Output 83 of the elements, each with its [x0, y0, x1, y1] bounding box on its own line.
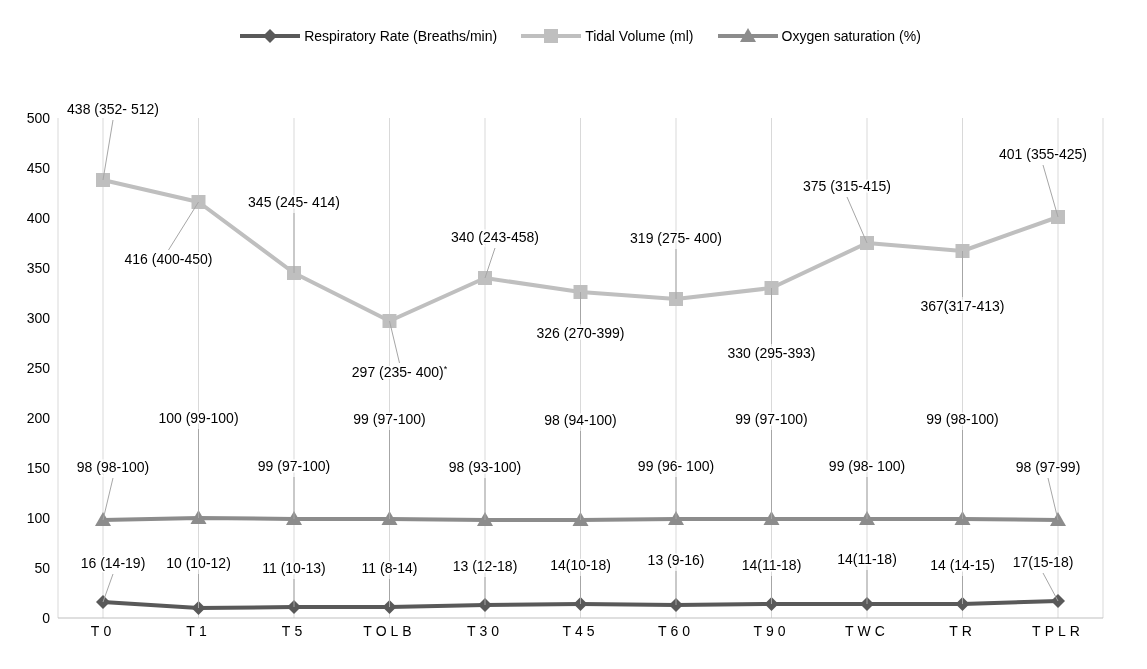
x-tick-label: T5: [281, 622, 307, 639]
data-label: 14(11-18): [741, 557, 802, 573]
point: [190, 510, 207, 524]
data-label: 330 (295-393): [727, 345, 816, 361]
point: [860, 236, 874, 250]
point: [191, 195, 206, 209]
y-tick-label: 50: [34, 559, 51, 576]
data-label: 98 (97-99): [1015, 459, 1081, 475]
y-tick-label: 250: [26, 359, 51, 376]
point: [95, 512, 111, 526]
point: [572, 512, 589, 526]
point: [1051, 210, 1065, 224]
data-label: 10 (10-12): [166, 555, 231, 571]
x-tick-label: TWC: [845, 622, 889, 639]
point: [1051, 594, 1065, 608]
point: [954, 511, 971, 525]
data-label: 16 (14-19): [80, 555, 146, 571]
point: [382, 600, 397, 614]
data-label: 319 (275- 400): [630, 230, 722, 246]
data-label: 99 (96- 100): [637, 458, 715, 474]
data-label: 99 (97-100): [353, 411, 426, 427]
data-label: 340 (243-458): [451, 229, 539, 245]
y-tick-label: 200: [26, 409, 51, 426]
point: [955, 244, 970, 258]
data-label: 98 (98-100): [76, 459, 150, 475]
point: [669, 292, 683, 306]
point: [381, 511, 398, 525]
x-tick-label: T90: [753, 622, 790, 639]
x-tick-label: T60: [657, 622, 695, 639]
point: [764, 597, 779, 611]
legend-label: Tidal Volume (ml): [584, 28, 694, 44]
data-label: 14(11-18): [837, 551, 897, 567]
data-label: 326 (270-399): [536, 325, 625, 341]
x-tick-label: TPLR: [1032, 622, 1084, 639]
point: [478, 271, 492, 285]
y-tick-label: 450: [26, 159, 51, 176]
data-label: 416 (400-450): [124, 251, 213, 267]
data-label: 401 (355-425): [999, 146, 1087, 162]
point: [96, 173, 110, 187]
data-label: 11 (10-13): [262, 560, 326, 576]
point: [287, 266, 301, 280]
data-label: 99 (97-100): [735, 411, 808, 427]
y-tick-label: 100: [26, 509, 51, 526]
legend-label: Oxygen saturation (%): [780, 28, 921, 44]
data-label: 99 (97-100): [257, 458, 331, 474]
data-label: 438 (352- 512): [67, 101, 159, 117]
data-label: 367(317-413): [920, 298, 1005, 314]
data-label: 345 (245- 414): [248, 194, 340, 210]
x-tick-label: T30: [466, 622, 504, 639]
point: [191, 601, 206, 615]
data-label: 99 (98- 100): [828, 458, 906, 474]
y-tick-label: 150: [26, 459, 51, 476]
x-tick-label: TOLB: [363, 622, 416, 639]
point: [573, 597, 588, 611]
data-label: 98 (93-100): [448, 459, 522, 475]
x-tick-label: T1: [186, 622, 211, 639]
data-label: 14 (14-15): [930, 557, 995, 573]
point: [764, 281, 779, 295]
data-label: 297 (235- 400)$^{*}$: [351, 364, 448, 380]
point: [573, 285, 588, 299]
y-tick-label: 500: [26, 109, 51, 126]
point: [382, 314, 397, 328]
y-tick-label: 300: [26, 309, 51, 326]
y-tick-label: 400: [26, 209, 51, 226]
y-tick-label: 0: [42, 609, 51, 626]
data-label: 100 (99-100): [158, 410, 239, 426]
data-label: 98 (94-100): [544, 412, 617, 428]
data-label: 14(10-18): [550, 557, 611, 573]
data-label: 17(15-18): [1012, 554, 1074, 570]
legend-label: Respiratory Rate (Breaths/min): [303, 28, 498, 44]
x-tick-label: T45: [562, 622, 599, 639]
point: [763, 511, 780, 525]
data-label: 375 (315-415): [803, 178, 891, 194]
point: [955, 597, 970, 611]
point: [1050, 512, 1066, 526]
x-tick-label: T0: [90, 622, 116, 639]
y-tick-label: 350: [26, 259, 51, 276]
x-tick-label: TR: [949, 622, 976, 639]
data-label: 11 (8-14): [361, 560, 418, 576]
data-label: 13 (9-16): [647, 552, 705, 568]
data-label: 99 (98-100): [926, 411, 999, 427]
point: [96, 595, 110, 609]
data-label: 13 (12-18): [452, 558, 518, 574]
